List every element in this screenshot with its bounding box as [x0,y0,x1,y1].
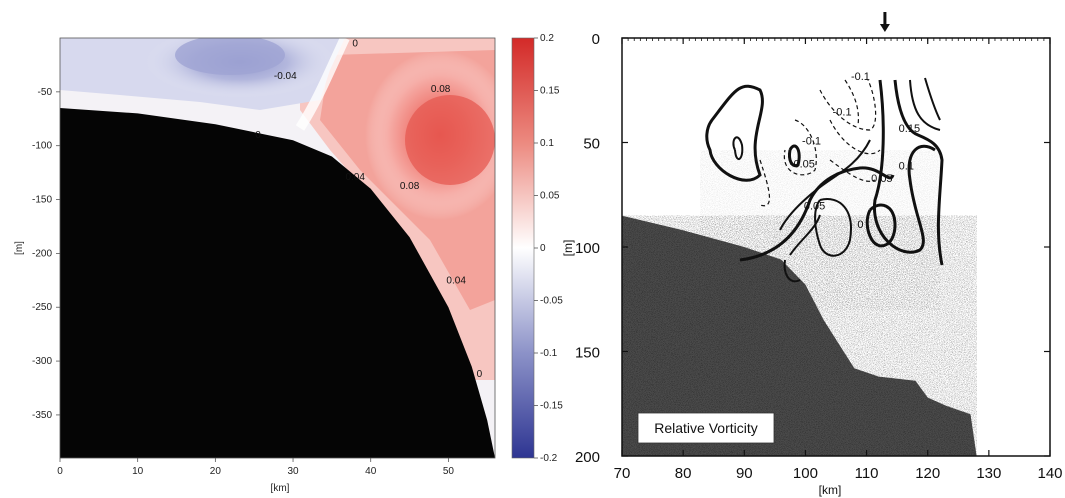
right-y-tick-label: 150 [575,345,600,362]
left-x-axis-label: [km] [271,483,290,494]
left-contour-label: 0 [255,130,261,141]
dashed-neg-005 [759,159,771,207]
left-y-tick-label: -200 [32,248,52,259]
contour-small-mid [788,144,801,168]
left-y-tick-label: -50 [38,87,53,98]
right-chart-title: Relative Vorticity [654,420,757,436]
right-contour-label: 0.05 [804,200,825,212]
zero-band [295,38,350,131]
right-x-tick-label: 100 [793,465,818,482]
left-y-tick-label: -150 [32,195,52,206]
left-y-tick-label: -300 [32,356,52,367]
left-contour-label: 0.08 [400,181,420,192]
right-contour-label: -0.1 [802,136,821,148]
left-x-tick-label: 0 [57,466,63,477]
right-y-tick-label: 0 [592,31,600,48]
left-contour-label: 0.08 [431,84,451,95]
right-x-tick-label: 130 [976,465,1001,482]
left-x-tick-label: 50 [443,466,455,477]
colorbar-ticks: 0.2 0.15 0.1 0.05 0 -0.05 -0.1 -0.15 -0.2 [534,33,563,464]
left-plot-frame [59,37,496,459]
positive-max [405,95,495,185]
right-y-tick-label: 100 [575,240,600,257]
contour-01 [893,79,944,266]
left-x-axis: 0 10 20 30 40 50 [57,458,454,477]
colorbar: 0.2 0.15 0.1 0.05 0 -0.05 -0.1 -0.15 -0.2 [511,33,563,464]
left-y-tick-label: -100 [32,141,52,152]
right-contour-labels: -0.1 -0.1 -0.1 -0.05 0.15 0.1 0.05 0.05 0 [790,71,920,231]
colorbar-tick-label: 0.15 [540,86,560,97]
right-contour-label: 0.15 [899,123,920,135]
right-contour-label: 0 [857,219,863,231]
negative-max [175,38,285,75]
left-x-tick-label: 30 [287,466,299,477]
left-panel: 0 10 20 30 40 50 -50-100-150-200-250-300-350 … [14,37,496,494]
left-x-tick-label: 10 [132,466,144,477]
colorbar-tick-label: 0.2 [540,33,554,44]
dashed-neg-top [844,79,860,126]
colorbar-tick-label: 0.1 [540,138,554,149]
right-x-axis: 70 80 90 100 110 120 130 140 [614,38,1063,482]
colorbar-tick-label: -0.2 [540,453,558,464]
bathymetry-mask [60,108,495,458]
right-contour-label: -0.05 [790,159,815,171]
right-x-tick-label: 120 [915,465,940,482]
left-contour-label: -0.04 [274,71,297,82]
right-x-tick-label: 110 [855,465,879,482]
right-bathymetry-texture [622,215,977,456]
left-contour-labels: -0.04 0 0.08 0 0.04 0.08 0.04 0 [255,39,482,381]
contour-mid-low [789,214,821,256]
contour-015b [924,77,941,121]
right-contour-dashed [759,79,881,207]
contour-small-left [732,136,744,160]
colorbar-gradient [511,37,535,459]
colorbar-tick-label: -0.15 [540,401,563,412]
left-y-tick-label: -350 [32,410,52,421]
right-contour-label: 0.05 [871,173,892,185]
right-x-axis-label: [km] [819,483,842,497]
left-plot-area [60,38,495,458]
dashed-neg-01b [829,119,881,155]
dashed-neg-01c [783,119,817,176]
left-contour-label: 0.04 [446,276,466,287]
right-y-axis: 0 50 100 150 200 [575,31,1050,466]
left-y-tick-label: -250 [32,302,52,313]
left-y-axis-label: [m] [14,241,25,255]
right-contour-label: -0.1 [851,71,870,83]
right-x-tick-label: 90 [736,465,753,482]
right-y-tick-label: 50 [583,136,600,153]
right-x-tick-label: 80 [675,465,692,482]
contour-low-hook [783,259,801,283]
contour-015 [909,79,941,131]
contour-0-loop-b [865,203,897,248]
right-y-axis-label: [m] [561,240,575,257]
contour-pos-left [705,84,764,182]
contour-005-right [873,79,936,254]
left-x-tick-label: 20 [210,466,222,477]
right-contour-lines [705,77,944,283]
colorbar-tick-label: -0.1 [540,348,558,359]
contour-mid-diag [779,139,871,231]
left-x-tick-label: 40 [365,466,377,477]
colorbar-tick-label: 0.05 [540,191,560,202]
dashed-neg-005b [829,159,876,182]
colorbar-tick-label: -0.05 [540,296,563,307]
contour-0-loop [814,198,852,257]
right-contour-label: 0.1 [899,161,914,173]
right-title-box: Relative Vorticity [637,412,775,444]
left-contour-label: 0 [352,39,358,50]
left-contour-label: 0.04 [345,172,365,183]
right-y-tick-label: 200 [575,449,600,466]
right-contour-label: -0.1 [833,106,852,118]
right-x-tick-label: 70 [614,465,631,482]
down-arrow-icon [879,12,890,32]
left-y-axis: -50 -100 -150 -200 -250 -300 -350 [32,87,60,421]
title-box-frame [637,412,775,444]
right-x-tick-label: 140 [1037,465,1062,482]
left-contour-label: 0 [477,369,483,380]
dashed-neg-01a [819,79,877,131]
colorbar-tick-label: 0 [540,243,546,254]
